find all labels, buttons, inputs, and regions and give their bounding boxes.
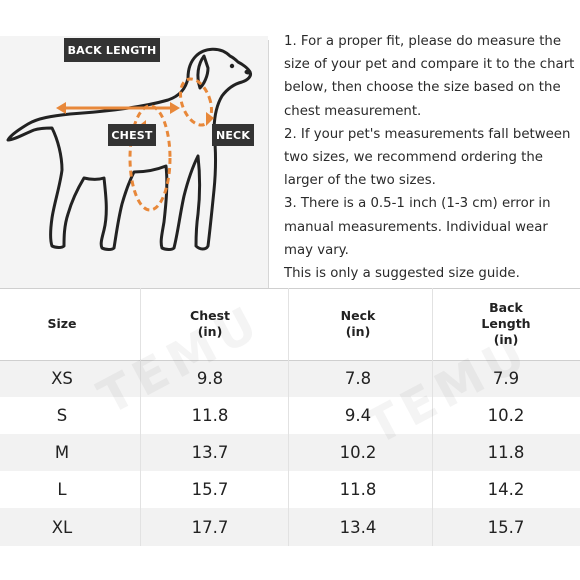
note-line: size of your pet and compare it to the c… <box>284 57 575 73</box>
note-line: two sizes, we recommend ordering the <box>284 149 543 165</box>
table-row: L 15.7 11.8 14.2 <box>0 471 580 508</box>
header-unit: (in) <box>493 332 519 347</box>
table-row: M 13.7 10.2 11.8 <box>0 434 580 471</box>
table-row: S 11.8 9.4 10.2 <box>0 397 580 434</box>
note-line: manual measurements. Individual wear <box>284 219 548 235</box>
size-cell: XS <box>51 369 73 388</box>
header-back-length: Back Length (in) <box>432 288 580 360</box>
size-chart-table: Size Chest (in) Neck (in) Back Length (i… <box>0 288 580 546</box>
column-divider <box>140 288 141 546</box>
note-line: 1. For a proper fit, please do measure t… <box>284 34 562 49</box>
header-neck: Neck (in) <box>288 288 428 360</box>
header-text: Length <box>481 316 531 331</box>
table-row: XS 9.8 7.8 7.9 <box>0 360 580 397</box>
note-line: larger of the two sizes. <box>284 173 436 189</box>
chest-cell: 9.8 <box>196 369 224 388</box>
note-line: chest measurement. <box>284 103 422 119</box>
chest-cell: 15.7 <box>191 480 229 499</box>
back-length-cell: 14.2 <box>487 480 525 499</box>
measurement-notes: 1. For a proper fit, please do measure t… <box>284 30 580 285</box>
back-length-cell: 15.7 <box>487 517 525 537</box>
header-text: Neck <box>340 308 376 323</box>
neck-cell: 9.4 <box>344 406 372 425</box>
chest-label: CHEST <box>108 124 156 146</box>
neck-cell: 13.4 <box>339 517 377 537</box>
row-divider <box>0 360 580 361</box>
neck-cell: 7.8 <box>344 369 372 388</box>
header-unit: (in) <box>197 324 223 339</box>
back-length-cell: 7.9 <box>492 369 520 388</box>
row-divider <box>0 288 580 289</box>
header-unit: (in) <box>345 324 371 339</box>
note-line: 3. There is a 0.5-1 inch (1-3 cm) error … <box>284 196 551 212</box>
column-divider <box>288 288 289 546</box>
back-length-label: BACK LENGTH <box>64 38 160 62</box>
size-cell: L <box>57 480 67 499</box>
note-line: This is only a suggested size guide. <box>284 265 520 281</box>
neck-cell: 10.2 <box>339 443 377 462</box>
size-cell: XL <box>51 517 73 537</box>
header-text: Back <box>489 300 523 315</box>
back-length-cell: 11.8 <box>487 443 525 462</box>
dog-illustration-panel: BACK LENGTH CHEST NECK <box>0 36 268 288</box>
neck-cell: 11.8 <box>339 480 377 499</box>
chest-cell: 11.8 <box>191 406 229 425</box>
chest-cell: 17.7 <box>191 517 229 537</box>
note-line: below, then choose the size based on the <box>284 80 561 96</box>
panel-divider <box>268 40 269 288</box>
size-cell: S <box>56 406 68 425</box>
chest-cell: 13.7 <box>191 443 229 462</box>
header-size: Size <box>0 288 124 360</box>
dog-outline-icon <box>6 47 252 251</box>
table-row: XL 17.7 13.4 15.7 <box>0 508 580 546</box>
header-text: Size <box>47 316 77 331</box>
note-line: 2. If your pet's measurements fall betwe… <box>284 126 571 142</box>
size-guide-top: BACK LENGTH CHEST NECK 1. For a proper f… <box>0 0 580 288</box>
column-divider <box>432 288 433 546</box>
note-line: may vary. <box>284 242 349 258</box>
size-cell: M <box>54 443 70 462</box>
back-length-cell: 10.2 <box>487 406 525 425</box>
table-header-row: Size Chest (in) Neck (in) Back Length (i… <box>0 288 580 360</box>
header-chest: Chest (in) <box>140 288 280 360</box>
header-text: Chest <box>190 308 230 323</box>
neck-label: NECK <box>212 124 254 146</box>
